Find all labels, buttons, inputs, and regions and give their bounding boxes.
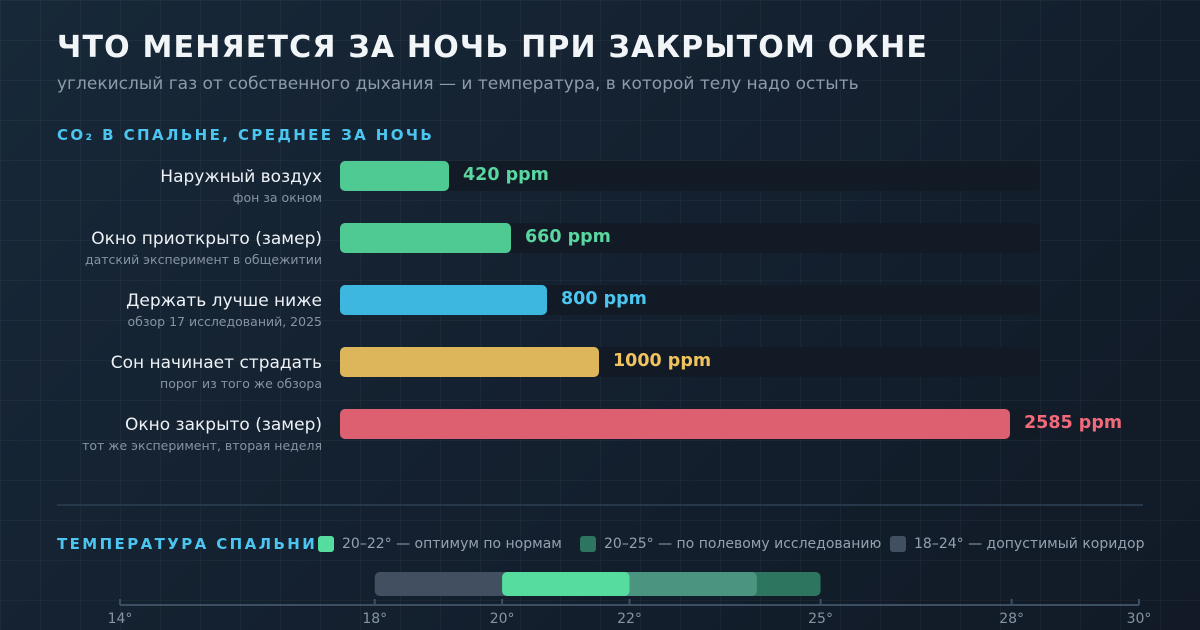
co2-bar [340,347,599,377]
co2-row-label: Окно приоткрыто (замер) [91,229,322,249]
co2-row-note: обзор 17 исследований, 2025 [127,314,322,329]
co2-value-label: 420 ppm [463,165,549,185]
co2-row-label: Сон начинает страдать [110,353,322,373]
temperature-tick-label: 20° [490,611,515,627]
legend-swatch-acceptable [890,536,906,552]
co2-value-label: 2585 ppm [1024,413,1123,433]
legend-swatch-field-study [580,536,596,552]
temperature-tick-label: 18° [362,611,387,627]
co2-row-label: Наружный воздух [160,167,322,187]
legend-label-optimum: 20–22° — оптимум по нормам [342,536,562,552]
temperature-section-title: ТЕМПЕРАТУРА СПАЛЬНИ [57,535,318,553]
legend-item-optimum: 20–22° — оптимум по нормам [318,536,562,552]
temperature-tick-label: 14° [108,611,133,627]
co2-section-title: CO₂ В СПАЛЬНЕ, СРЕДНЕЕ ЗА НОЧЬ [57,126,435,144]
co2-value-label: 800 ppm [561,289,647,309]
range-optimum [502,572,630,596]
legend-swatch-optimum [318,536,334,552]
temperature-tick-label: 28° [999,611,1024,627]
co2-value-label: 660 ppm [525,227,611,247]
section-divider [57,504,1143,506]
co2-bar [340,223,511,253]
co2-value-label: 1000 ppm [613,351,712,371]
co2-row-note: датский эксперимент в общежитии [84,252,322,267]
legend-label-field-study: 20–25° — по полевому исследованию [604,536,882,552]
temperature-range-chart: 14° 18° 20° 22° 25° 28° 30° [108,572,1152,627]
page-subtitle: углекислый газ от собственного дыхания —… [57,74,859,94]
co2-row-label: Держать лучше ниже [126,291,322,311]
temperature-tick-label: 30° [1127,611,1152,627]
co2-row-label: Окно закрыто (замер) [124,415,322,435]
temperature-tick-label: 25° [808,611,833,627]
co2-bar-track [340,161,1040,191]
co2-bar [340,285,547,315]
co2-row: Сон начинает страдать порог из того же об… [0,347,1200,403]
temperature-tick-label: 22° [617,611,642,627]
co2-bar [340,161,449,191]
co2-bar [340,409,1010,439]
co2-row: Окно приоткрыто (замер) датский экспериме… [0,223,1200,279]
co2-row-note: порог из того же обзора [160,376,322,391]
co2-row: Держать лучше ниже обзор 17 исследований,… [0,285,1200,341]
co2-row-note: тот же эксперимент, вторая неделя [82,438,322,453]
legend-item-field-study: 20–25° — по полевому исследованию [580,536,881,552]
legend-item-acceptable: 18–24° — допустимый коридор [890,536,1144,552]
page-title: ЧТО МЕНЯЕТСЯ ЗА НОЧЬ ПРИ ЗАКРЫТОМ ОКНЕ [57,30,929,65]
co2-row-note: фон за окном [232,190,322,205]
co2-row: Окно закрыто (замер) тот же эксперимент, … [0,409,1200,465]
co2-row: Наружный воздух фон за окном 420 ppm [0,161,1200,217]
legend-label-acceptable: 18–24° — допустимый коридор [914,536,1145,552]
